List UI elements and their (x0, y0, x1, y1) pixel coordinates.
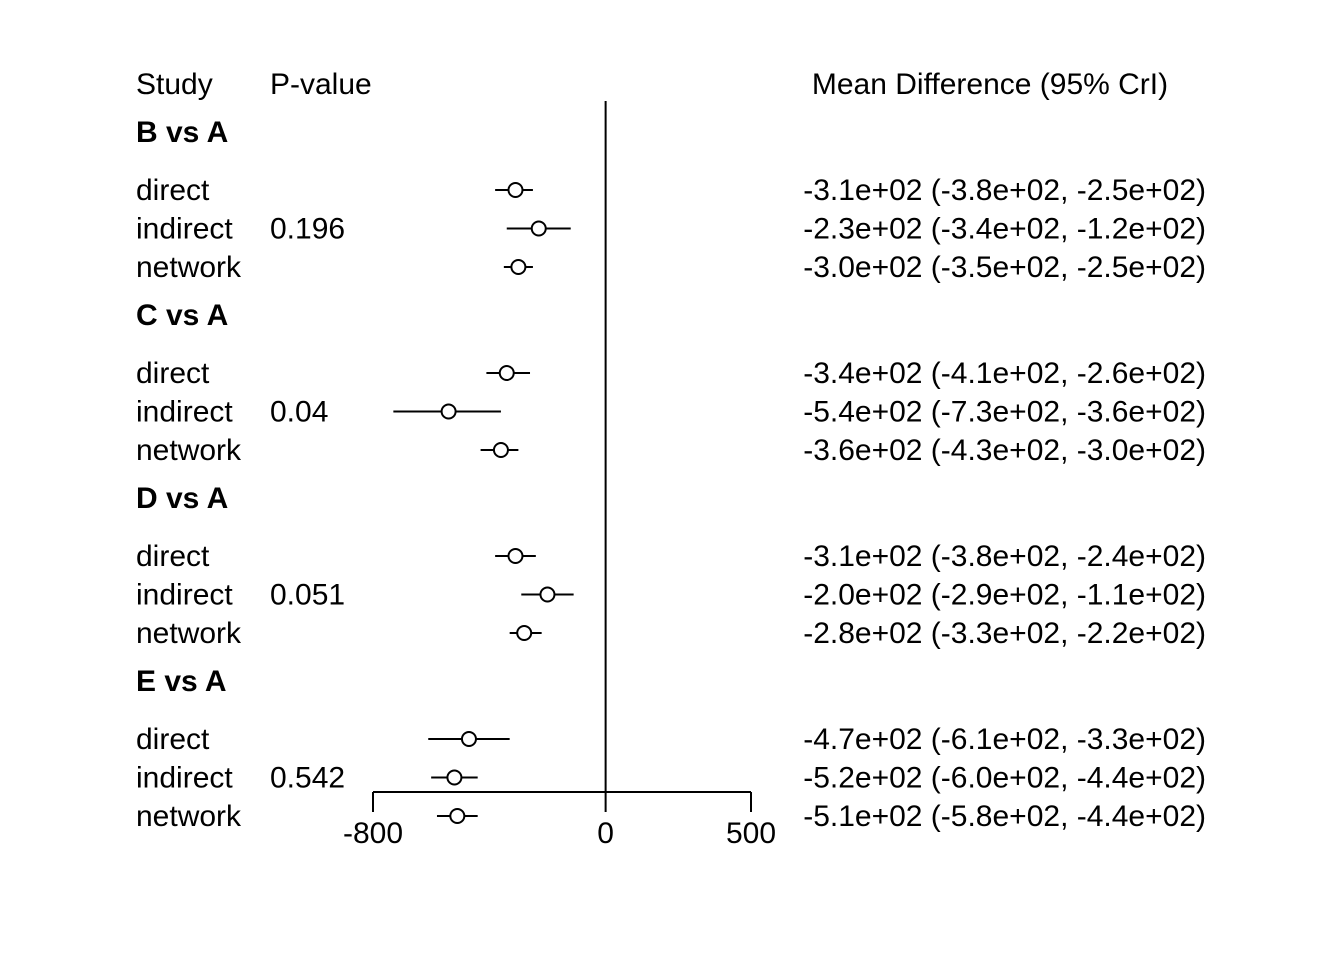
study-label: direct (136, 174, 210, 207)
x-tick-label: 0 (597, 817, 614, 850)
table-row: network -3.0e+02 (-3.5e+02, -2.5e+02) (136, 251, 1206, 284)
estimate-text: -2.3e+02 (-3.4e+02, -1.2e+02) (803, 213, 1206, 246)
study-label: network (136, 800, 242, 833)
study-label: direct (136, 540, 210, 573)
point-estimate (507, 548, 524, 564)
comparison-group: B vs A direct -3.1e+02 (-3.8e+02, -2.5e+02… (136, 116, 1206, 284)
pvalue-column-header: P-value (270, 68, 372, 101)
p-value: 0.196 (270, 213, 345, 246)
table-row: indirect 0.196 -2.3e+02 (-3.4e+02, -1.2e+0… (136, 213, 1206, 246)
x-tick-label: 500 (726, 817, 776, 850)
table-row: direct -3.1e+02 (-3.8e+02, -2.5e+02) (136, 174, 1206, 207)
estimate-text: -3.0e+02 (-3.5e+02, -2.5e+02) (803, 251, 1206, 284)
table-row: direct -4.7e+02 (-6.1e+02, -3.3e+02) (136, 723, 1206, 756)
study-label: network (136, 434, 242, 467)
study-label: network (136, 617, 242, 650)
point-estimate (516, 625, 533, 641)
p-value: 0.04 (270, 396, 328, 429)
point-estimate (510, 259, 527, 275)
group-label: B vs A (136, 116, 228, 149)
table-row: indirect 0.051 -2.0e+02 (-2.9e+02, -1.1e+0… (136, 579, 1206, 612)
point-estimate (498, 365, 515, 381)
point-estimate (530, 220, 547, 237)
rows-layer: B vs A direct -3.1e+02 (-3.8e+02, -2.5e+02… (136, 101, 1206, 833)
point-estimate (446, 769, 463, 786)
comparison-group: C vs A direct -3.4e+02 (-4.1e+02, -2.6e+02… (136, 299, 1206, 467)
estimate-text: -3.6e+02 (-4.3e+02, -3.0e+02) (803, 434, 1206, 467)
table-row: indirect 0.04 -5.4e+02 (-7.3e+02, -3.6e+02… (136, 396, 1206, 429)
estimate-text: -2.0e+02 (-2.9e+02, -1.1e+02) (803, 579, 1206, 612)
x-axis: -800 0 500 (343, 791, 776, 850)
p-value: 0.051 (270, 579, 345, 612)
estimate-text: -4.7e+02 (-6.1e+02, -3.3e+02) (803, 723, 1206, 756)
study-label: network (136, 251, 242, 284)
study-label: indirect (136, 396, 233, 429)
point-estimate (440, 403, 457, 420)
group-label: E vs A (136, 665, 227, 698)
point-estimate (492, 442, 509, 458)
group-label: D vs A (136, 482, 228, 515)
study-label: indirect (136, 579, 233, 612)
table-row: indirect 0.542 -5.2e+02 (-6.0e+02, -4.4e+0… (136, 762, 1206, 795)
study-label: direct (136, 357, 210, 390)
table-row: direct -3.1e+02 (-3.8e+02, -2.4e+02) (136, 540, 1206, 573)
p-value: 0.542 (270, 762, 345, 795)
estimate-text: -3.1e+02 (-3.8e+02, -2.4e+02) (803, 540, 1206, 573)
point-estimate (449, 808, 466, 824)
study-column-header: Study (136, 68, 213, 101)
estimate-text: -5.2e+02 (-6.0e+02, -4.4e+02) (803, 762, 1206, 795)
estimate-column-header: Mean Difference (95% CrI) (812, 68, 1168, 101)
point-estimate (460, 731, 477, 747)
study-label: indirect (136, 762, 233, 795)
estimate-text: -5.4e+02 (-7.3e+02, -3.6e+02) (803, 396, 1206, 429)
comparison-group: E vs A direct -4.7e+02 (-6.1e+02, -3.3e+02… (136, 665, 1206, 833)
x-tick-label: -800 (343, 817, 403, 850)
study-label: indirect (136, 213, 233, 246)
point-estimate (507, 182, 524, 198)
table-row: direct -3.4e+02 (-4.1e+02, -2.6e+02) (136, 357, 1206, 390)
group-label: C vs A (136, 299, 228, 332)
table-row: network -3.6e+02 (-4.3e+02, -3.0e+02) (136, 434, 1206, 467)
table-row: network -5.1e+02 (-5.8e+02, -4.4e+02) (136, 800, 1206, 833)
estimate-text: -3.4e+02 (-4.1e+02, -2.6e+02) (803, 357, 1206, 390)
table-row: network -2.8e+02 (-3.3e+02, -2.2e+02) (136, 617, 1206, 650)
study-label: direct (136, 723, 210, 756)
estimate-text: -2.8e+02 (-3.3e+02, -2.2e+02) (803, 617, 1206, 650)
estimate-text: -5.1e+02 (-5.8e+02, -4.4e+02) (803, 800, 1206, 833)
estimate-text: -3.1e+02 (-3.8e+02, -2.5e+02) (803, 174, 1206, 207)
point-estimate (539, 586, 556, 603)
comparison-group: D vs A direct -3.1e+02 (-3.8e+02, -2.4e+02… (136, 482, 1206, 650)
